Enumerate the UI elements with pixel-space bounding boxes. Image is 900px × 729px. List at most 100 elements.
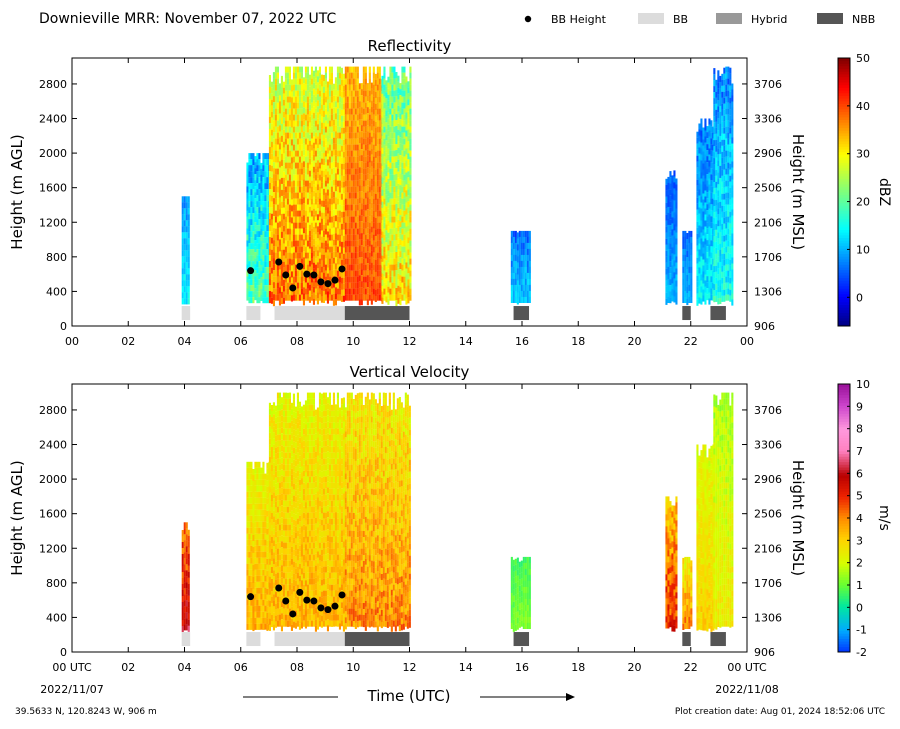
echo-pixel	[182, 274, 184, 280]
echo-pixel	[327, 190, 329, 196]
echo-pixel	[264, 576, 266, 582]
echo-pixel	[309, 111, 311, 117]
echo-pixel	[373, 235, 375, 241]
echo-pixel	[727, 121, 729, 127]
echo-pixel	[325, 157, 327, 163]
echo-pixel	[331, 127, 333, 133]
echo-pixel	[717, 244, 719, 250]
echo-pixel	[279, 549, 281, 555]
echo-pixel	[275, 622, 277, 628]
echo-pixel	[252, 279, 254, 285]
echo-pixel	[517, 286, 519, 292]
echo-pixel	[279, 405, 281, 411]
echo-pixel	[248, 261, 250, 267]
echo-pixel	[391, 241, 393, 247]
echo-pixel	[301, 97, 303, 103]
echo-pixel	[248, 516, 250, 522]
echo-pixel	[248, 171, 250, 177]
echo-pixel	[700, 155, 702, 161]
echo-pixel	[262, 534, 264, 540]
echo-pixel	[309, 291, 311, 297]
echo-pixel	[377, 193, 379, 199]
echo-pixel	[669, 279, 671, 285]
echo-pixel	[266, 607, 268, 613]
echo-pixel	[379, 265, 381, 271]
echo-pixel	[387, 257, 389, 263]
echo-pixel	[273, 522, 275, 528]
echo-pixel	[246, 199, 248, 205]
echo-pixel	[405, 263, 407, 269]
echo-pixel	[184, 280, 186, 286]
echo-pixel	[188, 196, 190, 202]
echo-pixel	[256, 498, 258, 504]
echo-pixel	[715, 170, 717, 176]
echo-pixel	[260, 576, 262, 582]
echo-pixel	[277, 199, 279, 205]
echo-pixel	[297, 151, 299, 157]
echo-pixel	[401, 265, 403, 271]
echo-pixel	[377, 277, 379, 283]
echo-pixel	[365, 199, 367, 205]
echo-pixel	[277, 205, 279, 211]
echo-pixel	[250, 231, 252, 237]
bb-height-point	[339, 265, 346, 272]
echo-pixel	[409, 277, 411, 283]
echo-pixel	[186, 570, 188, 576]
colorbar-band	[838, 125, 850, 128]
echo-pixel	[343, 98, 345, 104]
echo-pixel	[323, 159, 325, 165]
echo-pixel	[279, 107, 281, 113]
echo-pixel	[527, 249, 529, 255]
echo-pixel	[700, 293, 702, 299]
echo-pixel	[369, 85, 371, 91]
echo-pixel	[258, 189, 260, 195]
echo-pixel	[246, 522, 248, 528]
echo-pixel	[367, 299, 369, 305]
echo-pixel	[186, 268, 188, 274]
echo-pixel	[285, 229, 287, 235]
echo-pixel	[283, 154, 285, 160]
echo-pixel	[399, 185, 401, 191]
colorbar-band	[838, 288, 850, 291]
echo-pixel	[357, 91, 359, 97]
echo-pixel	[706, 186, 708, 192]
echo-pixel	[519, 243, 521, 249]
echo-pixel	[719, 250, 721, 256]
echo-pixel	[266, 261, 268, 267]
colorbar-band	[838, 310, 850, 313]
echo-pixel	[317, 148, 319, 154]
echo-pixel	[361, 173, 363, 179]
echo-pixel	[395, 240, 397, 246]
echo-pixel	[359, 275, 361, 281]
echo-pixel	[379, 253, 381, 259]
echo-pixel	[385, 266, 387, 272]
echo-pixel	[287, 133, 289, 139]
echo-pixel	[353, 205, 355, 211]
echo-pixel	[331, 151, 333, 157]
echo-pixel	[347, 259, 349, 265]
echo-pixel	[289, 235, 291, 241]
echo-pixel	[287, 79, 289, 85]
echo-pixel	[281, 445, 283, 451]
echo-pixel	[258, 570, 260, 576]
echo-pixel	[381, 298, 383, 304]
echo-pixel	[513, 261, 515, 267]
echo-pixel	[269, 171, 271, 177]
echo-pixel	[391, 163, 393, 169]
echo-pixel	[361, 95, 363, 101]
echo-pixel	[355, 169, 357, 175]
echo-pixel	[367, 167, 369, 173]
echo-pixel	[275, 514, 277, 520]
echo-pixel	[266, 267, 268, 273]
echo-pixel	[256, 249, 258, 255]
echo-pixel	[717, 94, 719, 100]
echo-pixel	[188, 286, 190, 292]
echo-pixel	[254, 252, 256, 258]
echo-pixel	[367, 251, 369, 257]
echo-pixel	[706, 132, 708, 138]
echo-pixel	[365, 223, 367, 229]
echo-pixel	[389, 259, 391, 265]
echo-pixel	[353, 211, 355, 217]
echo-pixel	[291, 271, 293, 277]
echo-pixel	[345, 187, 347, 193]
